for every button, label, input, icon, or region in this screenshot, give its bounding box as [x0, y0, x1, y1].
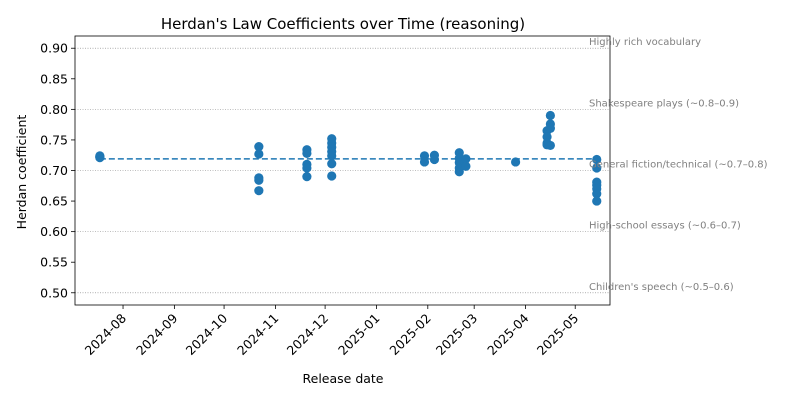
data-point — [254, 175, 264, 185]
y-tick-label: 0.75 — [40, 132, 68, 147]
data-point — [327, 159, 337, 169]
reference-label: Highly rich vocabulary — [589, 37, 701, 48]
data-points — [95, 110, 602, 206]
data-point — [254, 149, 264, 159]
data-point — [545, 123, 555, 133]
data-point — [545, 110, 555, 121]
y-tick-label: 0.90 — [40, 41, 68, 56]
data-point — [302, 172, 312, 182]
y-tick-label: 0.60 — [40, 224, 68, 239]
y-axis-ticks: 0.50 0.55 0.60 0.65 0.70 0.75 0.80 0.85 0.90 — [40, 41, 75, 300]
data-point — [510, 157, 521, 167]
reference-label: High-school essays (~0.6–0.7) — [589, 221, 741, 232]
data-point — [592, 154, 602, 165]
data-point — [95, 151, 105, 161]
data-point — [545, 140, 555, 151]
data-point — [429, 154, 440, 165]
y-tick-label: 0.85 — [40, 71, 68, 86]
y-tick-label: 0.70 — [40, 163, 68, 178]
data-point — [592, 196, 602, 206]
y-tick-label: 0.50 — [40, 285, 68, 300]
y-tick-label: 0.55 — [40, 255, 68, 270]
data-point — [461, 154, 471, 164]
data-point — [302, 148, 312, 158]
plot-frame — [74, 35, 611, 306]
reference-lines — [75, 47, 610, 294]
data-point — [461, 161, 471, 171]
reference-label: Children's speech (~0.5–0.6) — [589, 282, 734, 293]
y-tick-label: 0.80 — [40, 102, 68, 117]
data-point — [592, 163, 602, 173]
y-tick-label: 0.65 — [40, 194, 68, 209]
data-point — [327, 151, 337, 161]
data-point — [592, 189, 602, 199]
y-axis-label: Herdan coefficient — [14, 115, 29, 230]
data-point — [254, 186, 264, 196]
data-point — [254, 142, 264, 152]
reference-labels: Highly rich vocabulary Shakespeare plays … — [589, 37, 768, 293]
x-axis-label: Release date — [303, 371, 384, 386]
data-point — [419, 157, 430, 167]
reference-label: Shakespeare plays (~0.8–0.9) — [589, 98, 739, 109]
reference-label: General fiction/technical (~0.7–0.8) — [589, 160, 768, 171]
data-point — [454, 167, 464, 177]
data-point — [327, 171, 337, 181]
chart-title: Herdan's Law Coefficients over Time (rea… — [161, 15, 525, 33]
data-point — [302, 163, 312, 173]
